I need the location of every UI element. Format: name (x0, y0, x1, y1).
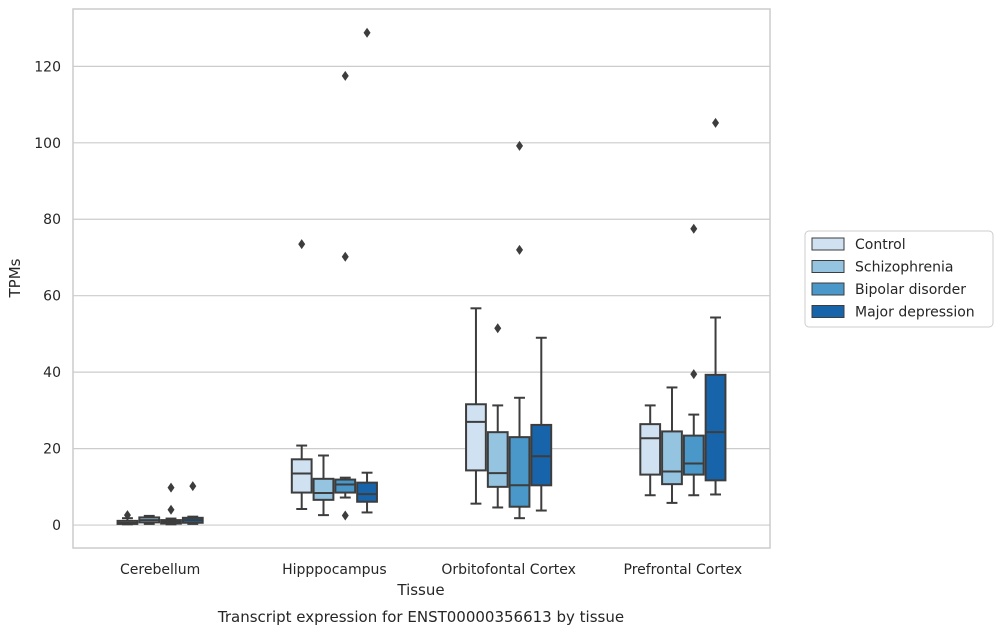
y-axis-ticks: 0 20 40 60 80 100 120 (34, 59, 61, 534)
x-tick-label: Prefrontal Cortex (624, 562, 743, 578)
outlier-point (690, 369, 698, 380)
box-bipolar-disorder (334, 70, 357, 521)
y-tick-label: 40 (43, 365, 61, 381)
x-tick-label: Cerebellum (120, 562, 200, 578)
legend-swatch (811, 282, 845, 296)
box-iqr (704, 373, 727, 482)
legend-label: Control (855, 237, 906, 253)
box-bipolar-disorder (160, 482, 182, 526)
box-control (465, 307, 487, 505)
outlier-point (341, 510, 349, 521)
grid-lines (73, 65, 770, 526)
box-major-depression (530, 336, 553, 512)
box-control (116, 510, 139, 526)
outlier-point (516, 140, 524, 151)
legend-label: Bipolar disorder (855, 282, 966, 298)
box-major-depression (181, 481, 204, 525)
plot-frame (72, 8, 771, 549)
box-major-depression (704, 117, 727, 496)
box-schizophrenia (661, 386, 683, 504)
y-axis-title: TPMs (6, 258, 24, 298)
box-plot-marks (116, 27, 727, 526)
y-tick-label: 0 (52, 518, 61, 534)
outlier-point (298, 239, 306, 250)
box-iqr (639, 423, 662, 476)
outlier-point (167, 504, 175, 515)
x-axis-ticks: Cerebellum Hipppocampus Orbitofontal Corte… (120, 562, 742, 578)
outlier-point (167, 482, 175, 493)
x-tick-label: Hipppocampus (282, 562, 387, 578)
box-iqr (530, 423, 553, 487)
legend-label: Schizophrenia (855, 260, 953, 276)
box-iqr (290, 458, 313, 494)
box-bipolar-disorder (508, 140, 531, 520)
legend-frame (804, 230, 994, 328)
box-iqr (334, 478, 357, 494)
box-control (290, 239, 313, 511)
box-schizophrenia (312, 454, 335, 517)
outlier-point (341, 70, 349, 81)
box-iqr (312, 477, 335, 501)
box-iqr (682, 434, 705, 476)
box-control (639, 404, 662, 497)
outlier-point (516, 244, 524, 255)
outlier-point (341, 251, 349, 262)
outlier-point (712, 117, 720, 128)
outlier-point (363, 27, 371, 38)
box-iqr (508, 436, 531, 508)
y-tick-label: 80 (43, 212, 61, 228)
legend-label: Major depression (855, 305, 975, 321)
chart-caption: Transcript expression for ENST0000035661… (217, 608, 624, 626)
y-tick-label: 100 (34, 136, 61, 152)
box-iqr (486, 431, 509, 488)
y-tick-label: 20 (43, 442, 61, 458)
x-axis-title: Tissue (396, 581, 444, 599)
x-tick-label: Orbitofontal Cortex (441, 562, 576, 578)
outlier-point (189, 481, 197, 492)
outlier-point (123, 510, 131, 521)
box-iqr (356, 481, 378, 503)
box-schizophrenia (486, 323, 509, 509)
legend-swatch (811, 237, 845, 251)
legend-swatch (811, 305, 845, 318)
outlier-point (494, 323, 502, 334)
box-major-depression (356, 27, 378, 514)
box-bipolar-disorder (682, 223, 705, 497)
box-schizophrenia (138, 514, 161, 525)
box-iqr (661, 430, 683, 486)
box-iqr (465, 403, 487, 472)
y-tick-label: 60 (43, 289, 61, 305)
outlier-point (690, 223, 698, 234)
legend-swatch (811, 260, 845, 273)
chart-legend: Control Schizophrenia Bipolar disorder Majo… (804, 230, 994, 328)
y-tick-label: 120 (34, 59, 61, 75)
